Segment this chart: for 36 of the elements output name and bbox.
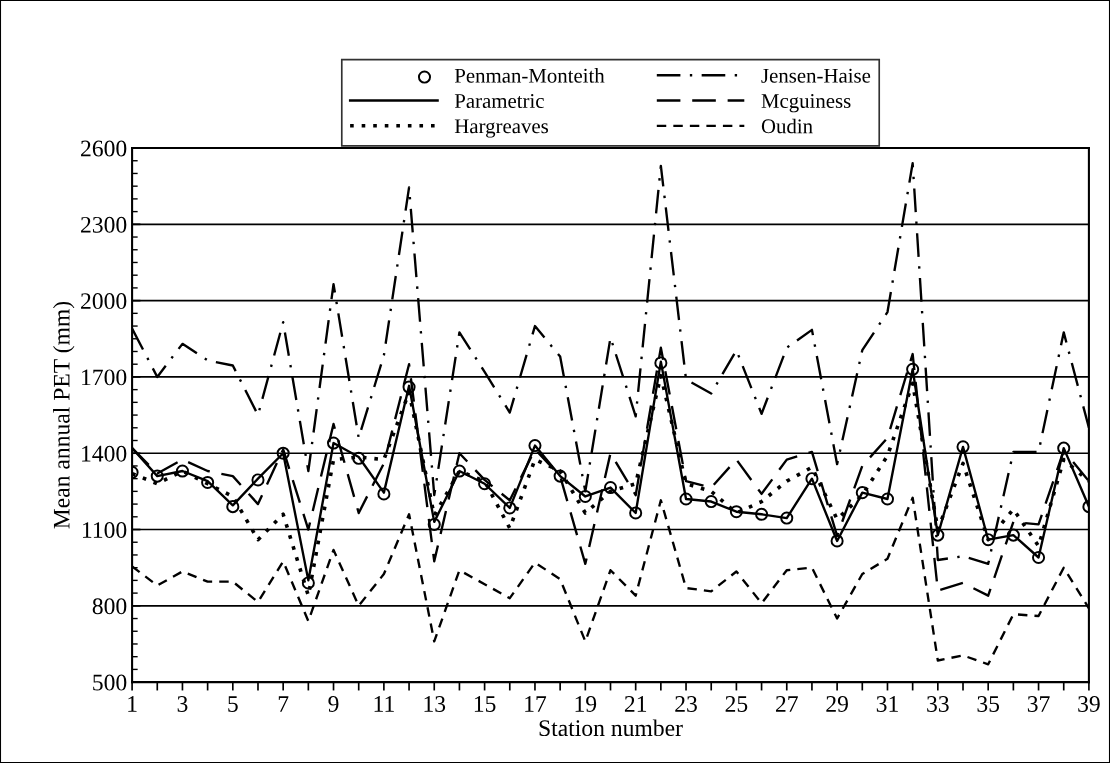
y-tick-label: 800 bbox=[92, 598, 127, 615]
x-tick-label: 9 bbox=[328, 696, 339, 712]
x-tick-label: 15 bbox=[474, 696, 496, 712]
x-tick-label: 35 bbox=[977, 696, 1000, 712]
x-tick-label: 13 bbox=[424, 696, 446, 712]
x-tick-label: 5 bbox=[228, 696, 238, 712]
x-tick-label: 39 bbox=[1078, 696, 1100, 712]
y-tick-label: 1700 bbox=[82, 369, 127, 386]
y-tick-label: 2300 bbox=[81, 216, 127, 233]
x-tick-label: 37 bbox=[1027, 696, 1050, 712]
y-tick-label: 2000 bbox=[81, 293, 127, 310]
legend-label: Parametric bbox=[454, 94, 544, 109]
x-tick-label: 1 bbox=[128, 696, 137, 712]
x-tick-label: 23 bbox=[675, 696, 697, 712]
x-tick-label: 3 bbox=[177, 696, 188, 712]
y-tick-label: 1400 bbox=[82, 445, 127, 462]
y-tick-label: 500 bbox=[93, 674, 127, 691]
x-tick-label: 29 bbox=[826, 696, 848, 712]
x-tick-label: 33 bbox=[927, 696, 949, 712]
legend-label: Penman-Monteith bbox=[454, 68, 605, 83]
x-tick-label: 17 bbox=[525, 696, 547, 712]
x-axis-title: Station number bbox=[539, 719, 683, 737]
legend-label: Hargreaves bbox=[454, 119, 549, 138]
x-tick-label: 31 bbox=[876, 696, 898, 712]
legend-label: Oudin bbox=[761, 118, 813, 134]
x-tick-label: 11 bbox=[374, 696, 394, 712]
x-tick-label: 25 bbox=[725, 696, 748, 712]
y-tick-label: 2600 bbox=[81, 140, 127, 157]
x-tick-label: 27 bbox=[775, 696, 798, 712]
y-tick-label: 1100 bbox=[82, 522, 127, 538]
x-tick-label: 21 bbox=[624, 696, 647, 712]
legend-label: Mcguiness bbox=[761, 94, 851, 113]
legend-label: Jensen-Haise bbox=[761, 68, 871, 83]
x-tick-label: 19 bbox=[575, 696, 597, 712]
y-axis-title: Mean annual PET (mm) bbox=[53, 301, 75, 529]
x-tick-label: 7 bbox=[278, 696, 289, 712]
